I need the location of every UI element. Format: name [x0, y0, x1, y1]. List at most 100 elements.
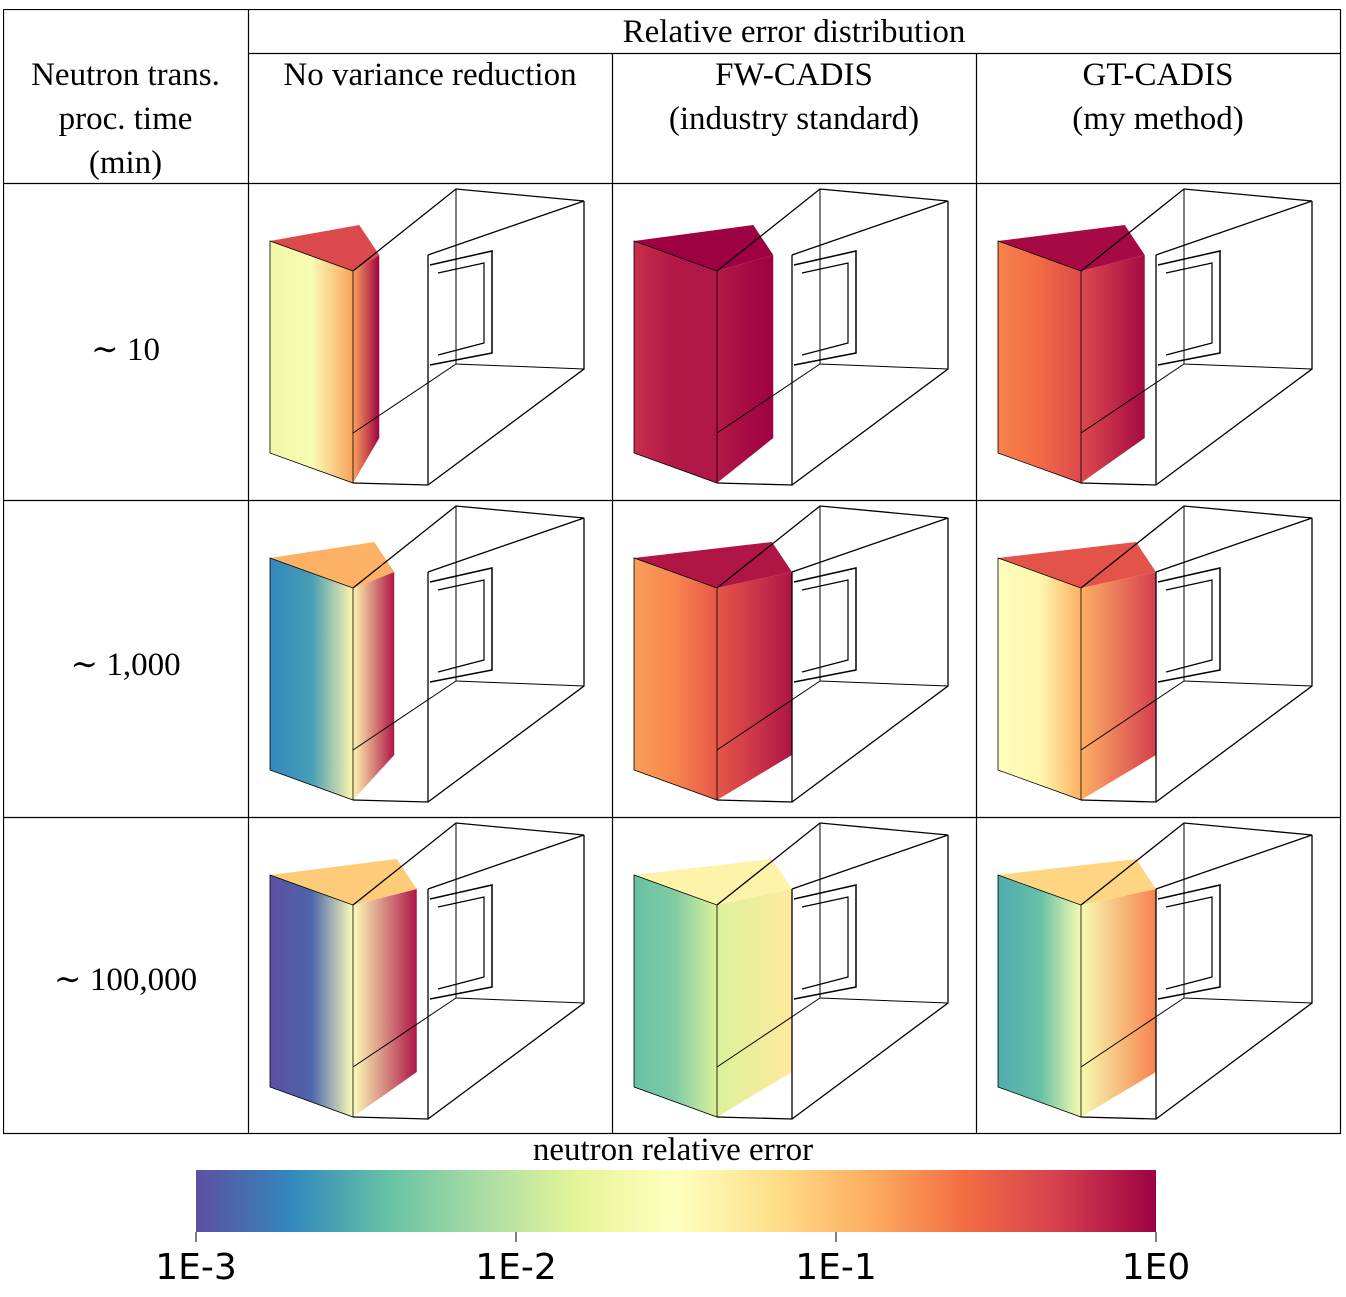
detector-frame-inner: [437, 579, 485, 673]
detector-frame: [429, 884, 493, 1000]
block-right-face: [717, 255, 774, 483]
box-edge-top: [352, 822, 585, 906]
detector-frame: [429, 250, 493, 366]
render-cell: [633, 505, 949, 803]
block-left-face: [270, 875, 353, 1117]
block-right-face: [1081, 889, 1156, 1117]
render-cell: [269, 822, 585, 1120]
box-edge-back: [455, 189, 585, 370]
colorbar-tick-label: 1E-2: [475, 1247, 557, 1288]
row-header-line-2: proc. time: [58, 101, 193, 137]
colorbar: [195, 1170, 1157, 1242]
block-left-face: [634, 558, 717, 800]
box-edge-back: [455, 506, 585, 687]
column-header-line: (industry standard): [668, 101, 920, 137]
box-edge-hidden: [1080, 680, 1185, 751]
column-header-line: (my method): [1072, 101, 1244, 137]
render-cell: [269, 188, 585, 486]
block-left-face: [634, 875, 717, 1117]
detector-frame-inner: [437, 896, 485, 990]
box-edge-back: [1183, 506, 1313, 687]
box-edge-back: [819, 823, 949, 1004]
column-header-line: FW-CADIS: [715, 57, 873, 93]
block-right-face: [717, 572, 792, 800]
detector-frame: [429, 567, 493, 683]
box-edge-top: [352, 188, 585, 272]
box-edge-top: [1080, 505, 1313, 589]
box-edge-top: [716, 822, 949, 906]
box-edge-back: [819, 506, 949, 687]
box-edge-hidden: [352, 680, 457, 751]
detector-frame: [793, 250, 857, 366]
block-top-face: [634, 225, 774, 271]
detector-frame: [1157, 567, 1221, 683]
detector-frame-inner: [437, 262, 485, 356]
row-label-100000-min: ∼ 100,000: [53, 962, 198, 998]
block-left-face: [270, 558, 353, 800]
render-cell: [269, 505, 585, 803]
box-edge-back: [819, 189, 949, 370]
column-header-no-variance-reduction: No variance reduction: [248, 53, 612, 97]
box-edge-hidden: [716, 997, 821, 1068]
detector-frame-inner: [801, 262, 849, 356]
colorbar-tick-label: 1E-3: [155, 1247, 237, 1288]
detector-frame: [1157, 250, 1221, 366]
box-edge-right: [1155, 518, 1313, 803]
detector-frame-inner: [1165, 579, 1213, 673]
detector-frame: [793, 884, 857, 1000]
box-edge-right: [427, 201, 585, 486]
box-edge-hidden: [352, 997, 457, 1068]
box-edge-hidden: [1080, 997, 1185, 1068]
block-top-face: [270, 225, 380, 271]
block-outline: [269, 874, 354, 1118]
block-right-face: [717, 889, 792, 1117]
block-outline: [633, 557, 718, 801]
box-edge-back: [1183, 189, 1313, 370]
block-right-face: [1081, 255, 1145, 483]
block-right-face: [353, 255, 380, 483]
block-top-face: [998, 859, 1156, 905]
block-outline: [269, 557, 354, 801]
box-edge-top: [1080, 822, 1313, 906]
block-left-face: [998, 558, 1081, 800]
row-header-title: Neutron trans. proc. time (min): [3, 53, 248, 185]
box-edge-hidden: [716, 363, 821, 434]
column-header-gt-cadis: GT-CADIS (my method): [976, 53, 1340, 141]
block-outline: [633, 240, 718, 484]
colorbar-ticks: [195, 1232, 1157, 1242]
detector-frame-inner: [1165, 262, 1213, 356]
block-left-face: [634, 241, 717, 483]
detector-frame: [1157, 884, 1221, 1000]
box-edge-right: [427, 518, 585, 803]
block-top-face: [998, 225, 1145, 271]
block-left-face: [998, 241, 1081, 483]
box-edge-right: [791, 201, 949, 486]
block-top-face: [270, 542, 395, 588]
colorbar-title: neutron relative error: [532, 1132, 814, 1168]
block-outline: [997, 874, 1082, 1118]
block-top-face: [634, 542, 792, 588]
block-top-face: [634, 859, 792, 905]
row-header-line-3: (min): [88, 145, 163, 181]
colorbar-tick-label: 1E0: [1121, 1247, 1191, 1288]
block-right-face: [1081, 572, 1156, 800]
results-table: [3, 9, 1342, 1135]
row-label-1000-min: ∼ 1,000: [70, 647, 181, 683]
box-edge-right: [791, 835, 949, 1120]
box-edge-right: [1155, 201, 1313, 486]
render-cell: [633, 822, 949, 1120]
box-edge-right: [791, 518, 949, 803]
render-cell: [997, 505, 1313, 803]
box-edge-back: [455, 823, 585, 1004]
render-cell: [997, 822, 1313, 1120]
block-right-face: [353, 889, 417, 1117]
row-label-10-min: ∼ 10: [91, 332, 160, 368]
box-edge-top: [352, 505, 585, 589]
render-cell: [997, 188, 1313, 486]
table-borders: [3, 9, 1342, 1135]
detector-frame-inner: [1165, 896, 1213, 990]
box-edge-hidden: [352, 363, 457, 434]
colorbar-gradient: [196, 1170, 1156, 1232]
column-header-fw-cadis: FW-CADIS (industry standard): [612, 53, 976, 141]
block-left-face: [998, 875, 1081, 1117]
